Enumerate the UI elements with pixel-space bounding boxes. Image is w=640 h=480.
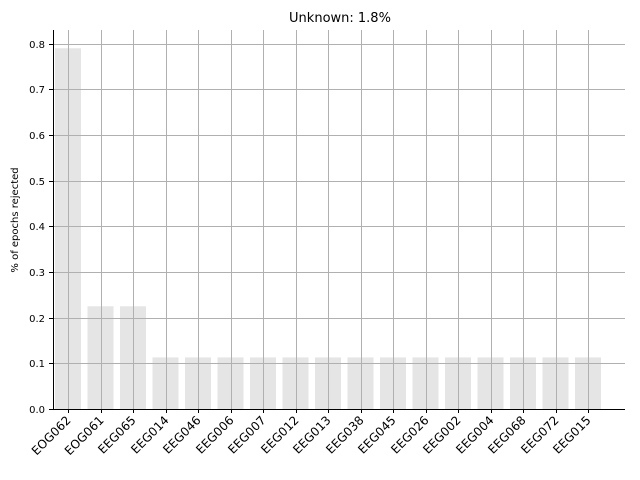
axes bbox=[53, 30, 625, 410]
bar-EEG006 bbox=[217, 357, 244, 409]
bar-EEG038 bbox=[347, 357, 374, 409]
bar-EEG026 bbox=[412, 357, 439, 409]
bar-EEG014 bbox=[152, 357, 179, 409]
y-tick-label: 0.3 bbox=[29, 268, 45, 279]
bar-EEG012 bbox=[282, 357, 309, 409]
y-tick-label: 0.6 bbox=[29, 131, 45, 142]
grid-lines bbox=[53, 30, 625, 409]
bar-EOG061 bbox=[87, 306, 114, 409]
y-tick-label: 0.0 bbox=[29, 405, 45, 416]
y-axis-label: % of epochs rejected bbox=[10, 167, 21, 272]
y-tick-label: 0.8 bbox=[29, 40, 45, 51]
bar-EEG072 bbox=[542, 357, 569, 409]
bar-EEG004 bbox=[477, 357, 504, 409]
y-ticks: 0.0 0.1 0.2 0.3 0.4 0.5 0.6 0.7 0.8 bbox=[29, 40, 53, 416]
y-tick-label: 0.2 bbox=[29, 314, 45, 325]
y-tick-label: 0.1 bbox=[29, 359, 45, 370]
x-ticks: EOG062EOG061EEG065EEG014EEG046EEG006EEG0… bbox=[29, 409, 594, 458]
y-tick-label: 0.4 bbox=[29, 222, 45, 233]
chart-title: Unknown: 1.8% bbox=[289, 11, 391, 26]
y-tick-label: 0.5 bbox=[29, 177, 45, 188]
y-tick-label: 0.7 bbox=[29, 85, 45, 96]
